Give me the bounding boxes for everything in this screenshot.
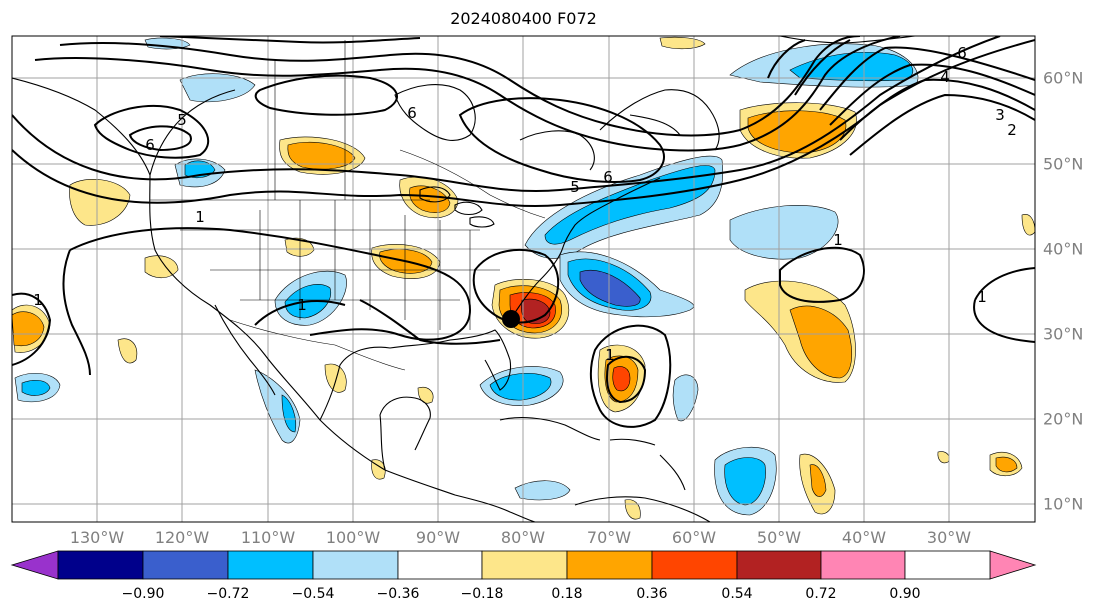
positive-anomaly-region [371, 459, 386, 480]
contour-label: 1 [297, 296, 307, 314]
map-frame [11, 35, 1036, 523]
colorbar-segment [142, 550, 229, 580]
positive-anomaly-region [324, 363, 347, 393]
longitude-label: 40°W [841, 528, 887, 547]
positive-anomaly-region [995, 456, 1018, 473]
colorbar-segment [481, 550, 568, 580]
colorbar-segment [227, 550, 314, 580]
negative-anomaly-region [724, 457, 766, 506]
positive-anomaly-region [284, 237, 315, 257]
colorbar-extend-min [10, 550, 59, 580]
positive-anomaly-region [417, 387, 434, 404]
colorbar-tick-label: 0.18 [551, 586, 583, 602]
negative-anomaly-region [489, 373, 552, 401]
colorbar-segment [312, 550, 399, 580]
latitude-label: 10°N [1043, 494, 1084, 514]
contour-label: 4 [940, 68, 950, 86]
latitude-label: 50°N [1043, 154, 1084, 174]
colorbar-segment [57, 550, 144, 580]
longitude-label: 130°W [69, 528, 125, 547]
colorbar-tick-label: −0.72 [206, 586, 250, 602]
contour-label: 2 [1007, 121, 1017, 139]
contour-label: 3 [995, 106, 1005, 124]
negative-anomaly-region [579, 270, 641, 307]
longitude-label: 100°W [325, 528, 381, 547]
longitude-label: 30°W [926, 528, 972, 547]
colorbar-tick-label: −0.90 [121, 586, 165, 602]
contour-label: 1 [605, 346, 615, 364]
contour-label: 6 [145, 136, 155, 154]
contour-label-group: 5 6 1 6 6 5 6 4 3 2 1 1 1 1 1 [33, 44, 1017, 364]
contour-label: 1 [833, 231, 843, 249]
latitude-label: 20°N [1043, 409, 1084, 429]
colorbar-tick-label: 0.72 [805, 586, 837, 602]
colorbar-tick-label: −0.54 [291, 586, 335, 602]
latitude-label: 40°N [1043, 239, 1084, 259]
contour-label: 6 [407, 104, 417, 122]
contour-label: 5 [177, 111, 187, 129]
storm-center-marker [502, 310, 520, 328]
colorbar-segment [736, 550, 822, 580]
longitude-label: 110°W [240, 528, 296, 547]
longitude-label: 90°W [415, 528, 461, 547]
positive-anomaly-region [789, 305, 853, 379]
colorbar-segment [397, 550, 483, 580]
contour-label: 1 [977, 288, 987, 306]
colorbar-segment [651, 550, 738, 580]
colorbar-tick-label: 0.90 [889, 586, 921, 602]
longitude-label: 70°W [586, 528, 632, 547]
colorbar-segment [566, 550, 653, 580]
positive-anomaly-region [809, 464, 827, 497]
negative-anomaly-region [281, 394, 297, 433]
longitude-label: 50°W [756, 528, 802, 547]
negative-anomaly-region [514, 480, 571, 501]
contour-label: 6 [957, 44, 967, 62]
positive-anomaly-region [612, 366, 631, 392]
colorbar-tick-label: 0.54 [721, 586, 753, 602]
colorbar-tick-label: 0.36 [636, 586, 668, 602]
latitude-label: 60°N [1043, 68, 1084, 88]
colorbar-segment [904, 550, 991, 580]
positive-anomaly-region [117, 338, 138, 364]
colorbar-extend-max [989, 550, 1037, 580]
negative-anomaly-region [21, 379, 51, 396]
negative-anomaly-region [789, 51, 914, 82]
colorbar [10, 550, 1037, 580]
longitude-label: 120°W [154, 528, 210, 547]
negative-anomaly-region [672, 374, 699, 422]
negative-anomaly-region [544, 165, 716, 245]
positive-anomaly-region [1021, 214, 1035, 236]
colorbar-segment [820, 550, 906, 580]
contour-label: 5 [570, 178, 580, 196]
map-title: 2024080400 F072 [450, 9, 597, 28]
colorbar-tick-label: −0.36 [376, 586, 420, 602]
positive-anomaly-region [287, 142, 356, 170]
contour-label: 1 [195, 208, 205, 226]
contour-label: 1 [33, 291, 43, 309]
height-contours [12, 36, 1035, 428]
positive-anomaly-region [12, 311, 45, 347]
contour-label: 6 [603, 168, 613, 186]
colorbar-tick-label: −0.18 [460, 586, 504, 602]
latitude-label: 30°N [1043, 324, 1084, 344]
longitude-label: 60°W [671, 528, 717, 547]
positive-anomaly-region [937, 451, 950, 464]
coastlines [12, 36, 916, 522]
positive-anomaly-region [69, 179, 131, 226]
longitude-label: 80°W [500, 528, 546, 547]
